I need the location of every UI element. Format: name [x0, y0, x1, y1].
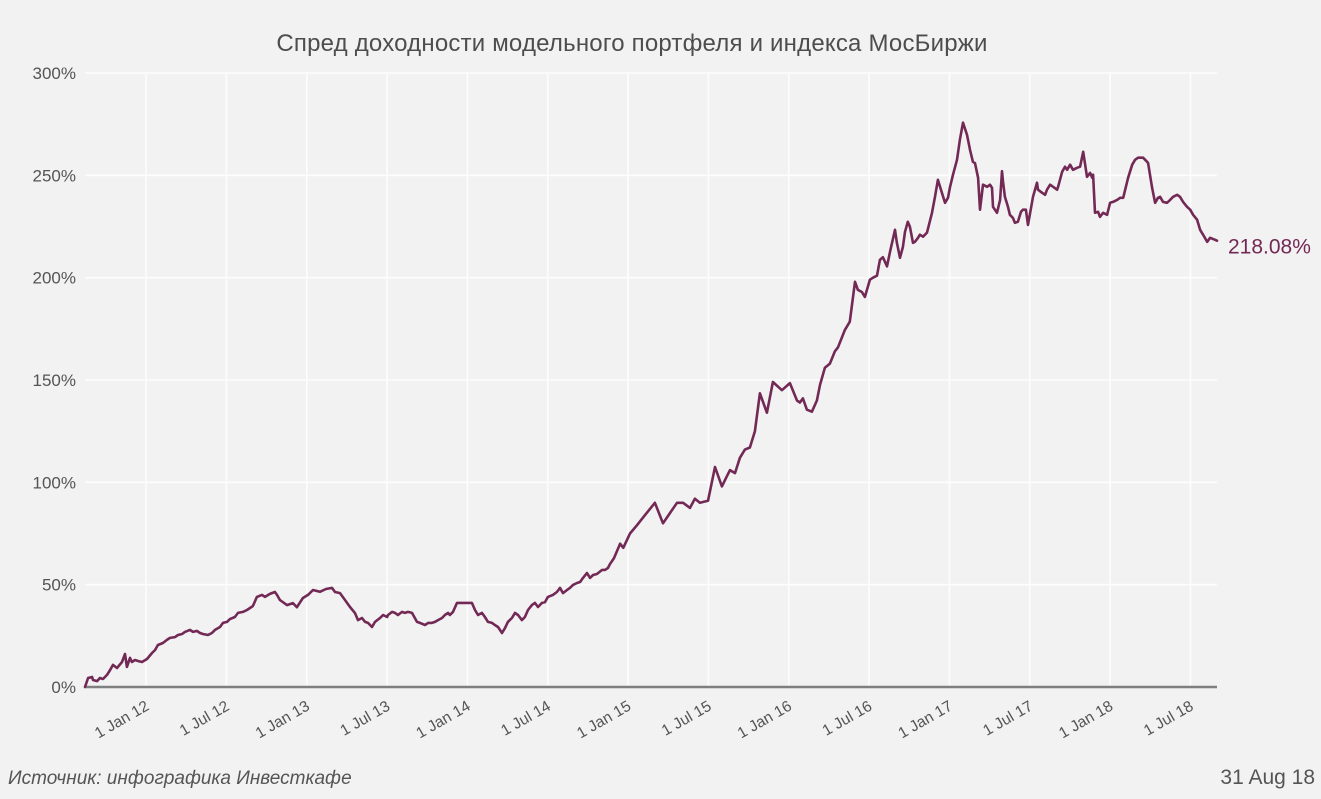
- x-axis-tick-label: 1 Jul 14: [498, 698, 554, 740]
- x-axis-tick-label: 1 Jul 16: [820, 698, 876, 740]
- y-axis-tick-label: 50%: [42, 576, 76, 595]
- line-chart-plot-area: 0% 50% 100% 150% 200% 250% 300% 1 Jan 12 1 Jul 1…: [33, 64, 1311, 743]
- y-axis-tick-label: 0%: [51, 678, 76, 697]
- x-axis-tick-label: 1 Jan 15: [574, 698, 634, 742]
- y-axis-tick-label: 150%: [33, 371, 76, 390]
- x-axis-tick-label: 1 Jan 16: [735, 698, 795, 742]
- x-axis-tick-label: 1 Jul 15: [659, 698, 715, 740]
- footer-date: 31 Aug 18: [1220, 766, 1315, 789]
- x-axis-tick-label: 1 Jan 18: [1056, 698, 1116, 742]
- y-axis-tick-label: 100%: [33, 473, 76, 492]
- x-axis-tick-label: 1 Jul 12: [177, 698, 233, 740]
- series-line: [83, 121, 1219, 689]
- x-axis-tick-label: 1 Jul 17: [980, 698, 1036, 740]
- y-axis-tick-label: 300%: [33, 64, 76, 83]
- source-note: Источник: инфографика Инвесткафе: [8, 768, 352, 789]
- x-axis-tick-label: 1 Jan 17: [895, 698, 955, 742]
- x-axis-tick-label: 1 Jul 13: [338, 698, 394, 740]
- end-value-label: 218.08%: [1228, 236, 1311, 259]
- y-axis-tick-label: 250%: [33, 166, 76, 185]
- chart-title: Спред доходности модельного портфеля и и…: [276, 30, 988, 57]
- y-axis-tick-label: 200%: [33, 269, 76, 288]
- x-axis-tick-label: 1 Jan 14: [413, 698, 473, 743]
- x-axis-tick-label: 1 Jul 18: [1141, 698, 1197, 740]
- x-axis-tick-label: 1 Jan 13: [253, 698, 313, 742]
- x-axis-tick-label: 1 Jan 12: [92, 698, 152, 742]
